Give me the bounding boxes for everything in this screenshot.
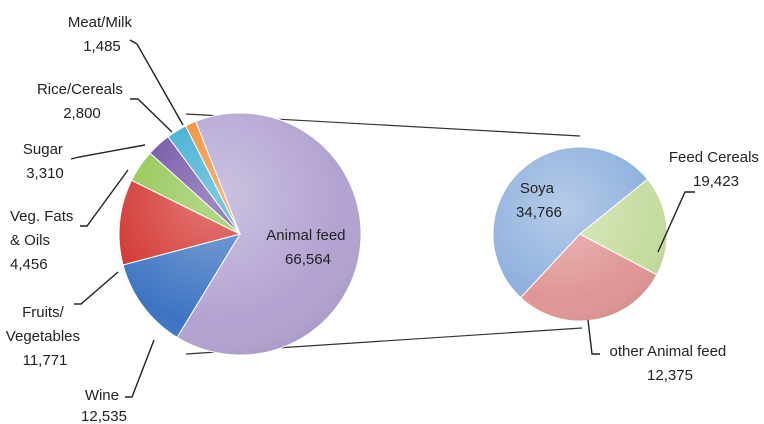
leader-wine bbox=[125, 339, 155, 398]
leader-lines bbox=[70, 39, 695, 398]
pie-shading bbox=[493, 147, 667, 321]
label-wine: Wine 12,535 bbox=[81, 387, 127, 424]
label-other-animal-feed: other Animal feed 12,375 bbox=[610, 343, 731, 384]
leader-feed-cereals bbox=[657, 191, 695, 253]
leader-sugar bbox=[70, 144, 146, 160]
main-pie bbox=[118, 112, 362, 356]
leader-veg-fats bbox=[80, 169, 129, 227]
pie-shading bbox=[119, 113, 361, 355]
label-animal-feed: Animal feed 66,564 bbox=[266, 227, 349, 268]
label-rice-cereals: Rice/Cereals 2,800 bbox=[37, 81, 127, 122]
label-feed-cereals: Feed Cereals 19,423 bbox=[669, 149, 763, 190]
label-sugar: Sugar 3,310 bbox=[23, 141, 67, 182]
leader-other-animal-feed bbox=[587, 319, 600, 355]
label-fruits-vegetables: Fruits/ Vegetables 11,771 bbox=[6, 304, 84, 369]
label-veg-fats-oils: Veg. Fats & Oils 4,456 bbox=[10, 208, 78, 273]
leader-rice-cereals bbox=[130, 98, 173, 133]
label-meat-milk: Meat/Milk 1,485 bbox=[68, 14, 136, 55]
leader-meat-milk bbox=[129, 39, 184, 126]
sub-pie bbox=[492, 146, 668, 322]
label-soya: Soya 34,766 bbox=[516, 180, 562, 221]
leader-fruits-veg bbox=[74, 271, 119, 305]
